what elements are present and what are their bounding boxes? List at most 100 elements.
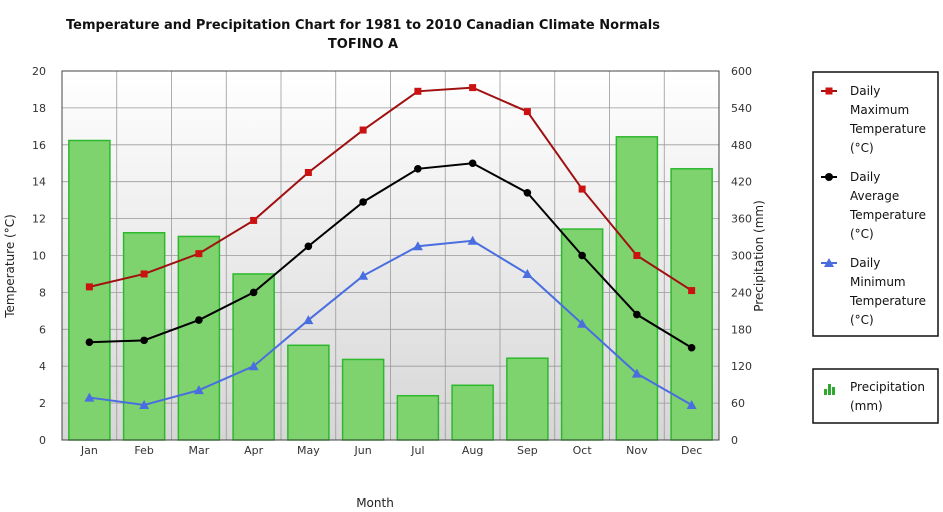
y-tick-left: 0	[39, 434, 46, 447]
series-line	[89, 239, 693, 406]
data-point-min	[303, 315, 314, 325]
data-point-avg	[468, 159, 477, 168]
legend-label: (°C)	[850, 141, 874, 155]
y-tick-left: 2	[39, 397, 46, 410]
legend-bar-icon	[832, 387, 835, 395]
data-point-min	[467, 235, 478, 245]
data-point-max	[85, 283, 93, 291]
x-axis-label: Month	[356, 496, 394, 510]
precipitation-bar	[451, 384, 494, 441]
data-point-avg	[195, 316, 203, 324]
data-point-max	[414, 87, 422, 95]
legend-label: Precipitation	[850, 380, 925, 394]
x-tick: Oct	[573, 444, 593, 457]
legend-label: Average	[850, 189, 899, 203]
precipitation-bar	[396, 394, 440, 441]
data-point-avg	[578, 251, 586, 260]
legend-box-precipitation	[812, 368, 939, 424]
legend-label: Daily	[850, 256, 880, 270]
data-point-avg	[140, 336, 148, 345]
x-axis-ticks: Jan Feb Mar Apr May Jun Jul Aug Sep Oct Nov Dec	[80, 444, 702, 457]
temperature-lines	[84, 84, 697, 409]
legend-bar-icon	[824, 389, 827, 395]
x-tick: Dec	[681, 444, 702, 457]
data-point-min	[248, 361, 259, 371]
precipitation-bar	[232, 273, 275, 441]
data-point-min	[412, 241, 423, 251]
y-tick-right: 360	[731, 213, 752, 226]
data-point-max	[633, 252, 641, 259]
data-point-avg	[633, 310, 641, 319]
legend-label: Temperature	[849, 122, 926, 136]
y-tick-left: 8	[39, 286, 46, 299]
legend-square-icon	[825, 87, 833, 95]
x-tick: Jun	[354, 444, 372, 457]
data-point-min	[84, 392, 95, 402]
y-tick-left: 4	[39, 360, 46, 373]
legend-label: Temperature	[849, 208, 926, 222]
data-point-max	[469, 84, 477, 92]
x-tick: Jan	[80, 444, 98, 457]
y-tick-right: 420	[731, 176, 752, 189]
y-tick-right: 480	[731, 139, 752, 152]
y-tick-right: 600	[731, 65, 752, 78]
y-tick-right: 60	[731, 397, 745, 410]
data-point-min	[358, 270, 369, 280]
x-tick: Apr	[244, 444, 264, 457]
y-tick-left: 14	[32, 176, 46, 189]
data-point-min	[686, 399, 697, 409]
x-tick: Mar	[188, 444, 209, 457]
legend-label: (mm)	[850, 399, 883, 413]
precipitation-bar	[341, 358, 385, 441]
legend-label: Daily	[850, 170, 880, 184]
data-point-max	[140, 270, 148, 278]
data-point-avg	[85, 338, 94, 347]
left-axis-ticks: 0 2 4 6 8 10 12 14 16 18 20	[32, 65, 46, 447]
data-point-max	[578, 185, 586, 193]
y-axis-left-label: Temperature (°C)	[3, 214, 17, 319]
legend-bar-icon	[828, 384, 831, 395]
precipitation-bars	[68, 136, 713, 441]
legend-label: Daily	[850, 84, 880, 98]
data-point-min	[631, 368, 642, 378]
data-point-max	[195, 250, 203, 258]
plot-border	[61, 70, 720, 441]
chart-subtitle: TOFINO A	[328, 37, 398, 52]
y-tick-left: 10	[32, 250, 46, 263]
data-point-avg	[359, 198, 367, 206]
precipitation-bar	[615, 136, 659, 441]
x-tick: Nov	[626, 444, 648, 457]
legend-label: (°C)	[850, 313, 874, 327]
data-point-min	[522, 268, 533, 278]
chart-title: Temperature and Precipitation Chart for …	[66, 18, 660, 33]
precipitation-bar	[506, 357, 549, 441]
legend-label: Maximum	[850, 103, 909, 117]
data-point-min	[577, 318, 588, 328]
x-tick: Sep	[517, 444, 538, 457]
legend: Daily Maximum Temperature (°C) Daily Average T…	[821, 84, 926, 413]
data-point-max	[250, 216, 258, 224]
series-line	[89, 162, 693, 349]
data-point-avg	[687, 343, 696, 352]
y-tick-right: 300	[731, 250, 752, 263]
data-point-min	[139, 399, 150, 409]
legend-circle-icon	[825, 173, 833, 181]
data-point-max	[523, 108, 531, 116]
legend-label: Temperature	[849, 294, 926, 308]
series-line	[89, 86, 693, 292]
precipitation-bar	[560, 228, 604, 441]
data-point-max	[304, 168, 312, 176]
y-tick-left: 6	[39, 323, 46, 336]
precipitation-bar	[287, 344, 330, 441]
right-axis-ticks: 0 60 120 180 240 300 360 420 480 540 600	[731, 65, 752, 447]
data-point-avg	[523, 188, 532, 197]
x-tick: Feb	[134, 444, 153, 457]
y-tick-left: 16	[32, 139, 46, 152]
legend-box-temperature	[812, 71, 939, 337]
y-axis-right-label: Precipitation (mm)	[752, 200, 766, 312]
precipitation-bar	[177, 235, 221, 441]
y-tick-right: 120	[731, 360, 752, 373]
y-tick-left: 20	[32, 65, 46, 78]
data-point-avg	[304, 242, 313, 251]
